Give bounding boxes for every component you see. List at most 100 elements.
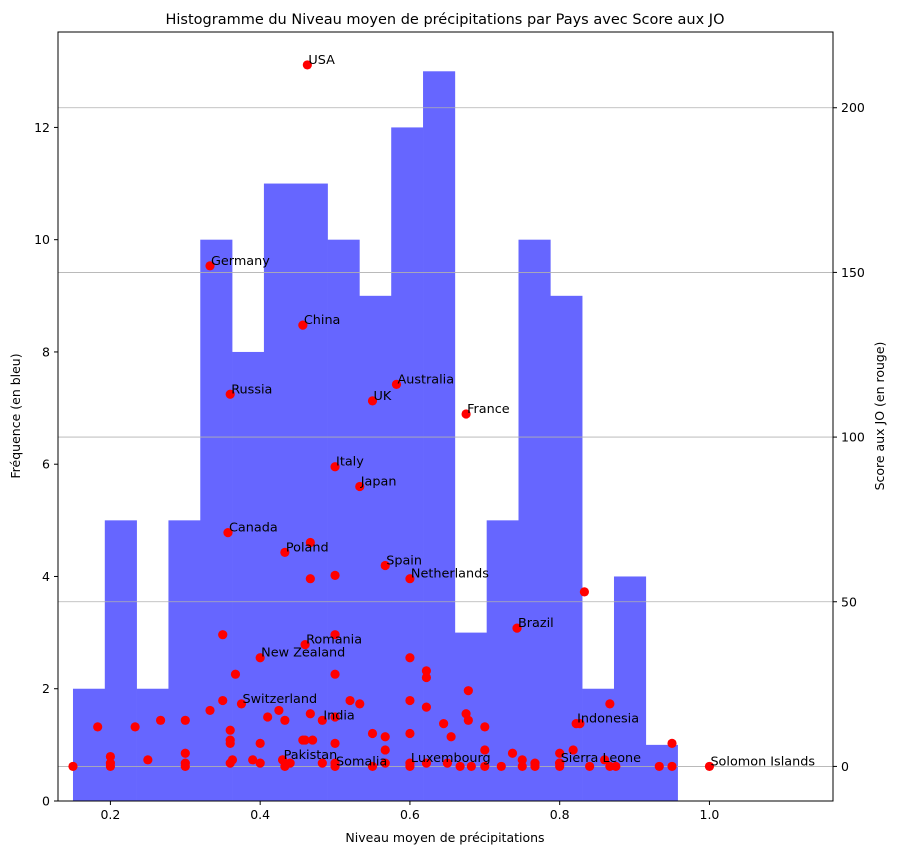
scatter-point bbox=[380, 732, 390, 742]
scatter-point bbox=[480, 761, 490, 772]
point-label: Netherlands bbox=[411, 567, 489, 582]
scatter-point bbox=[180, 761, 190, 772]
scatter-point bbox=[405, 653, 415, 663]
histogram-bar bbox=[295, 183, 328, 801]
scatter-point bbox=[455, 761, 465, 772]
scatter-point bbox=[405, 574, 415, 584]
plot-frame bbox=[57, 31, 834, 802]
scatter-point bbox=[280, 715, 290, 725]
point-label: Somalia bbox=[336, 754, 387, 769]
scatter-point bbox=[405, 728, 415, 739]
scatter-point bbox=[446, 732, 456, 742]
scatter-point bbox=[68, 761, 78, 772]
x-tick-label: 0.6 bbox=[400, 807, 420, 822]
histogram-bar bbox=[645, 744, 678, 801]
scatter-point bbox=[463, 715, 473, 725]
scatter-point bbox=[611, 761, 621, 772]
scatter-point bbox=[248, 755, 258, 765]
histogram-bar bbox=[136, 688, 169, 801]
histogram-bar bbox=[359, 295, 392, 801]
point-label: Solomon Islands bbox=[710, 754, 815, 769]
scatter-point bbox=[330, 630, 340, 640]
scatter-point bbox=[263, 712, 273, 722]
scatter-point bbox=[517, 761, 527, 772]
scatter-point bbox=[205, 261, 215, 271]
y-left-tick-label: 2 bbox=[42, 681, 50, 696]
point-label: Pakistan bbox=[284, 748, 338, 763]
scatter-point bbox=[667, 761, 677, 772]
scatter-point bbox=[280, 547, 290, 557]
scatter-point bbox=[480, 745, 490, 755]
point-label: India bbox=[323, 708, 354, 723]
histogram-bar bbox=[263, 183, 297, 801]
scatter-point bbox=[285, 758, 295, 768]
histogram-bar bbox=[423, 71, 456, 801]
scatter-point bbox=[330, 669, 340, 679]
scatter-point bbox=[405, 758, 415, 768]
scatter-point bbox=[330, 570, 340, 581]
x-tick-label: 0.4 bbox=[250, 807, 270, 822]
scatter-point bbox=[463, 686, 473, 696]
scatter-point bbox=[225, 738, 235, 748]
scatter-point bbox=[93, 722, 103, 732]
scatter-point bbox=[300, 639, 310, 650]
point-label: France bbox=[467, 402, 510, 417]
scatter-point bbox=[300, 735, 310, 745]
scatter-point bbox=[605, 699, 615, 709]
scatter-point bbox=[155, 715, 166, 725]
scatter-point bbox=[380, 758, 390, 768]
point-label: Spain bbox=[386, 554, 422, 569]
scatter-point bbox=[225, 725, 235, 735]
point-label: Indonesia bbox=[577, 712, 639, 727]
point-label: Romania bbox=[306, 633, 362, 648]
scatter-point bbox=[405, 695, 415, 706]
point-label: Sierra Leone bbox=[561, 751, 641, 766]
y-right-tick-label: 200 bbox=[841, 100, 865, 115]
scatter-point bbox=[218, 630, 228, 640]
scatter-point bbox=[391, 379, 402, 389]
point-label: Switzerland bbox=[242, 692, 317, 707]
histogram-bar bbox=[486, 520, 519, 801]
scatter-point bbox=[180, 748, 190, 758]
scatter-point bbox=[507, 748, 518, 758]
scatter-point bbox=[305, 709, 315, 719]
histogram-bar bbox=[518, 239, 551, 801]
scatter-point bbox=[205, 705, 215, 716]
scatter-point bbox=[236, 699, 247, 709]
scatter-point bbox=[330, 738, 340, 748]
point-label: Canada bbox=[229, 521, 278, 536]
scatter-point bbox=[579, 587, 590, 597]
scatter-point bbox=[380, 560, 390, 571]
scatter-point bbox=[305, 537, 315, 548]
scatter-point bbox=[667, 738, 677, 748]
y-left-tick-label: 0 bbox=[42, 794, 50, 809]
scatter-point bbox=[367, 396, 378, 406]
point-label: China bbox=[304, 313, 341, 328]
histogram-bars bbox=[72, 71, 678, 802]
histogram-bar bbox=[200, 239, 233, 801]
y-left-tick-label: 4 bbox=[42, 569, 50, 584]
scatter-point bbox=[330, 761, 340, 772]
scatter-point bbox=[105, 751, 116, 762]
y-left-tick-label: 10 bbox=[34, 232, 50, 247]
scatter-point bbox=[421, 758, 432, 768]
point-label: Poland bbox=[286, 540, 329, 555]
scatter-point bbox=[530, 761, 540, 772]
x-axis-label: Niveau moyen de précipitations bbox=[345, 830, 544, 845]
scatter-points bbox=[68, 60, 715, 772]
histogram-bar bbox=[232, 351, 265, 801]
scatter-point bbox=[380, 745, 390, 755]
y-right-tick-label: 0 bbox=[841, 759, 849, 774]
point-label: Brazil bbox=[518, 616, 554, 631]
scatter-point bbox=[555, 748, 565, 758]
point-label: Australia bbox=[397, 372, 454, 387]
scatter-point bbox=[421, 702, 432, 712]
scatter-point bbox=[355, 699, 365, 709]
scatter-point bbox=[298, 320, 308, 330]
scatter-point bbox=[367, 761, 378, 772]
scatter-point bbox=[367, 728, 378, 739]
scatter-point bbox=[218, 695, 228, 706]
scatter-point bbox=[330, 462, 340, 472]
scatter-point bbox=[439, 719, 449, 729]
